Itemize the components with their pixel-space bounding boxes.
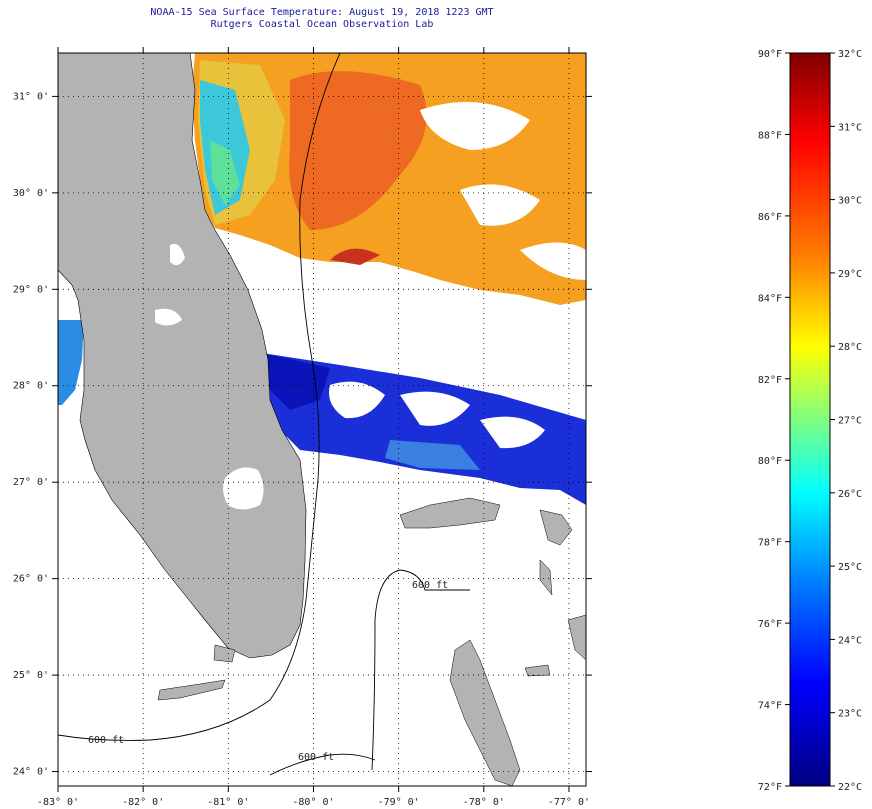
colorbar-c-label: 25°C (838, 562, 862, 573)
colorbar-c-label: 24°C (838, 635, 862, 646)
colorbar-f-label: 80°F (758, 456, 782, 467)
lon-label: -83° 0' (37, 797, 79, 808)
lat-label: 30° 0' (13, 188, 49, 199)
contour-label-600ft-south: 600 ft (298, 752, 334, 763)
sst-swath-north (192, 53, 586, 305)
colorbar-c-label: 31°C (838, 122, 862, 133)
colorbar-f-label: 82°F (758, 375, 782, 386)
colorbar-f-label: 86°F (758, 212, 782, 223)
map-title: NOAA-15 Sea Surface Temperature: August … (150, 7, 494, 18)
colorbar-f-label: 88°F (758, 130, 782, 141)
axis-ticks (52, 47, 592, 792)
colorbar (789, 52, 831, 787)
bathymetry-contours (58, 53, 470, 776)
lon-label: -81° 0' (207, 797, 249, 808)
lake-okeechobee (223, 467, 264, 510)
lat-label: 25° 0' (13, 670, 49, 681)
colorbar-f-label: 84°F (758, 293, 782, 304)
sst-swath-south (58, 320, 586, 505)
inland-lake (155, 308, 182, 326)
colorbar-f-label: 78°F (758, 538, 782, 549)
colorbar-c-label: 32°C (838, 49, 862, 60)
graticule (58, 53, 586, 786)
contour-label-600ft-bahamas: 600 ft (412, 580, 448, 591)
lat-label: 24° 0' (13, 767, 49, 778)
lat-label: 28° 0' (13, 381, 49, 392)
colorbar-f-label: 74°F (758, 701, 782, 712)
colorbar-c-label: 23°C (838, 709, 862, 720)
colorbar-celsius-labels: 32°C 31°C 30°C 29°C 28°C 27°C 26°C 25°C 24°C 23°C… (838, 49, 862, 793)
lake-george (170, 243, 185, 266)
colorbar-c-label: 27°C (838, 416, 862, 427)
colorbar-f-label: 76°F (758, 619, 782, 630)
lon-label: -77° 0' (548, 797, 590, 808)
latitude-labels: 31° 0' 30° 0' 29° 0' 28° 0' 27° 0' 26° 0' 25° … (13, 91, 49, 777)
longitude-labels: -83° 0' -82° 0' -81° 0' -80° 0' -79° 0' -78° … (37, 797, 590, 808)
colorbar-c-label: 29°C (838, 269, 862, 280)
lat-label: 26° 0' (13, 574, 49, 585)
lon-label: -79° 0' (378, 797, 420, 808)
colorbar-ticks (785, 52, 835, 787)
colorbar-c-label: 26°C (838, 489, 862, 500)
map-subtitle: Rutgers Coastal Ocean Observation Lab (210, 19, 434, 30)
plot-border (57, 52, 587, 787)
colorbar-c-label: 30°C (838, 196, 862, 207)
colorbar-c-label: 22°C (838, 782, 862, 793)
lat-label: 31° 0' (13, 91, 49, 102)
colorbar-f-label: 72°F (758, 782, 782, 793)
colorbar-f-label: 90°F (758, 49, 782, 60)
lon-label: -78° 0' (463, 797, 505, 808)
lat-label: 27° 0' (13, 477, 49, 488)
colorbar-c-label: 28°C (838, 342, 862, 353)
bahamas-land (399, 497, 586, 786)
lon-label: -82° 0' (122, 797, 164, 808)
contour-label-600ft-west: 600 ft (88, 735, 124, 746)
lat-label: 29° 0' (13, 284, 49, 295)
lon-label: -80° 0' (292, 797, 334, 808)
colorbar-fahrenheit-labels: 90°F 88°F 86°F 84°F 82°F 80°F 78°F 76°F 74°F 72°F (758, 49, 782, 793)
